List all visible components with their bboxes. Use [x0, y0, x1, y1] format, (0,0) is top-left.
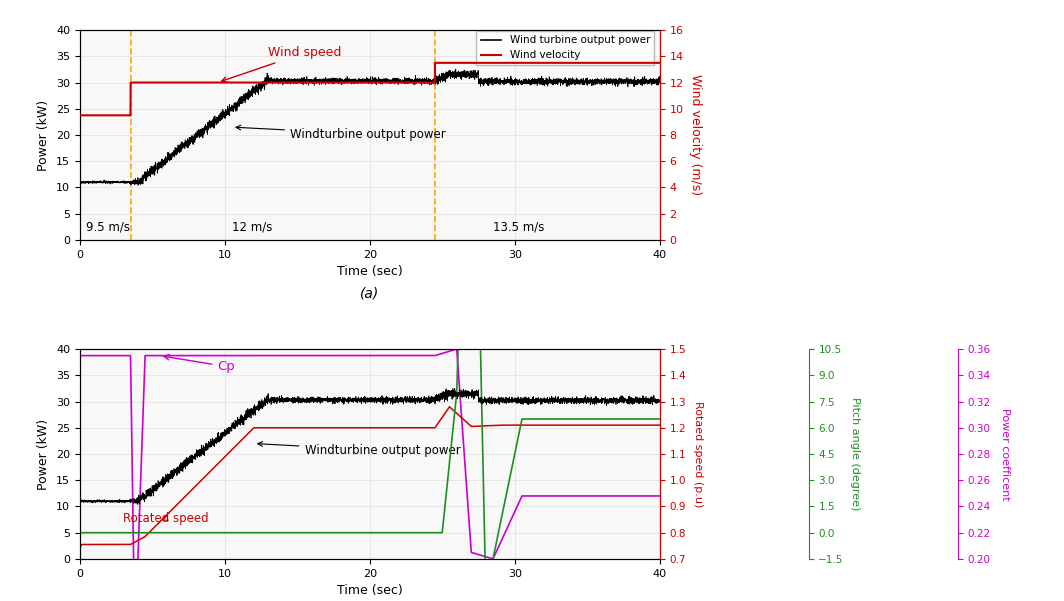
X-axis label: Time (sec): Time (sec) [337, 265, 402, 278]
Legend: Wind turbine output power, Wind velocity: Wind turbine output power, Wind velocity [477, 31, 654, 64]
Y-axis label: Power coefficent: Power coefficent [1000, 407, 1010, 500]
Text: Cp: Cp [164, 355, 235, 373]
Text: (a): (a) [360, 286, 380, 300]
Y-axis label: Rotaed speed (p.u): Rotaed speed (p.u) [693, 401, 702, 507]
Text: Windturbine output power: Windturbine output power [236, 125, 446, 141]
Y-axis label: Wind velocity (m/s): Wind velocity (m/s) [688, 75, 701, 195]
Text: 12 m/s: 12 m/s [232, 221, 272, 233]
Text: Windturbine output power: Windturbine output power [257, 442, 461, 457]
Y-axis label: Power (kW): Power (kW) [37, 99, 50, 171]
Text: Wind speed: Wind speed [221, 46, 342, 82]
Y-axis label: Pitch angle (degree): Pitch angle (degree) [850, 397, 861, 511]
Text: 13.5 m/s: 13.5 m/s [493, 221, 545, 233]
Text: 9.5 m/s: 9.5 m/s [85, 221, 130, 233]
Y-axis label: Power (kW): Power (kW) [37, 418, 50, 490]
Text: Rotated speed: Rotated speed [123, 512, 209, 525]
X-axis label: Time (sec): Time (sec) [337, 584, 402, 597]
